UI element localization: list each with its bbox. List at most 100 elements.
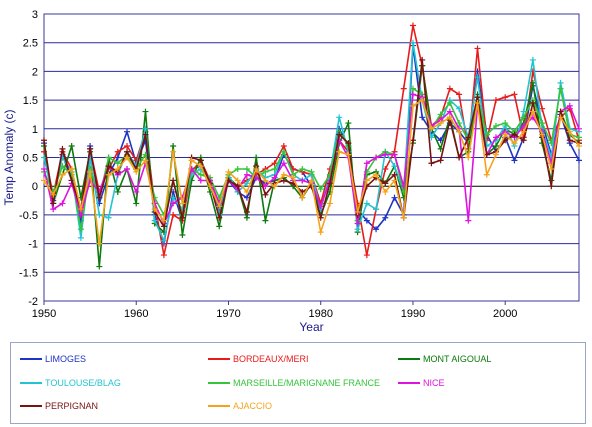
data-point <box>354 220 361 227</box>
data-point <box>114 148 121 155</box>
data-point <box>77 206 84 213</box>
legend-swatch <box>398 358 420 360</box>
data-point <box>437 157 444 164</box>
data-point <box>41 165 47 172</box>
data-point <box>197 171 204 178</box>
data-point <box>96 194 103 201</box>
data-point <box>557 85 564 92</box>
data-point <box>409 102 416 109</box>
y-tick-label: 0 <box>32 181 38 193</box>
data-point <box>400 214 407 221</box>
data-point <box>511 140 518 147</box>
data-point <box>77 234 84 241</box>
data-point <box>170 194 177 201</box>
data-point <box>557 79 564 86</box>
data-point <box>280 148 287 155</box>
data-point <box>456 105 463 112</box>
y-tick-label: 3 <box>32 9 38 21</box>
data-point <box>456 120 463 127</box>
data-point <box>124 154 131 161</box>
data-point <box>336 131 343 138</box>
data-point <box>539 131 546 138</box>
data-point <box>197 163 204 170</box>
data-point <box>317 186 324 193</box>
data-point <box>446 114 453 121</box>
data-point <box>474 45 481 52</box>
data-point <box>354 226 361 233</box>
data-point <box>326 180 333 187</box>
data-point <box>59 163 66 170</box>
y-tick-label: 1.5 <box>23 95 38 107</box>
data-point <box>280 177 287 184</box>
data-point <box>492 134 499 141</box>
data-point <box>529 56 536 63</box>
data-point <box>96 211 103 218</box>
data-point <box>262 177 269 184</box>
legend-swatch <box>398 382 420 384</box>
data-point <box>363 217 370 224</box>
data-point <box>566 102 573 109</box>
data-point <box>492 97 499 104</box>
data-point <box>170 148 177 155</box>
legend-swatch <box>20 358 42 360</box>
data-point <box>511 157 518 164</box>
data-point <box>59 145 66 152</box>
data-point <box>41 177 47 184</box>
data-point <box>124 165 131 172</box>
data-point <box>197 177 204 184</box>
data-point <box>363 177 370 184</box>
data-point <box>363 252 370 259</box>
data-point <box>243 194 250 201</box>
data-point <box>262 191 269 198</box>
data-point <box>492 143 499 150</box>
data-point <box>105 214 112 221</box>
x-tick-label: 1980 <box>308 308 332 320</box>
y-tick-label: 2.5 <box>23 38 38 50</box>
data-point <box>299 177 306 184</box>
data-point <box>548 140 555 147</box>
data-point <box>124 148 131 155</box>
data-point <box>409 137 416 144</box>
data-point <box>391 171 398 178</box>
data-point <box>114 160 121 167</box>
x-axis-label: Year <box>299 320 323 334</box>
data-point <box>502 131 509 138</box>
data-point <box>234 177 241 184</box>
data-point <box>465 134 472 141</box>
data-point <box>170 177 177 184</box>
data-point <box>520 108 527 115</box>
data-point <box>576 143 582 150</box>
data-point <box>308 177 315 184</box>
data-point <box>243 188 250 195</box>
y-tick-label: -2 <box>28 296 38 308</box>
data-point <box>465 154 472 161</box>
data-point <box>456 91 463 98</box>
data-point <box>576 125 582 132</box>
data-point <box>216 214 223 221</box>
data-point <box>456 154 463 161</box>
data-point <box>345 151 352 158</box>
data-point <box>133 188 140 195</box>
data-point <box>105 154 112 161</box>
data-point <box>428 160 435 167</box>
data-point <box>409 22 416 29</box>
legend-label: MARSEILLE/MARIGNANE FRANCE <box>233 378 381 388</box>
data-point <box>529 108 536 115</box>
data-point <box>446 99 453 106</box>
data-point <box>96 240 103 247</box>
data-point <box>483 131 490 138</box>
data-point <box>511 131 518 138</box>
data-point <box>133 168 140 175</box>
data-point <box>474 94 481 101</box>
data-point <box>576 157 582 164</box>
data-point <box>142 131 149 138</box>
data-point <box>234 183 241 190</box>
data-point <box>373 171 380 178</box>
data-point <box>124 128 131 135</box>
data-point <box>170 200 177 207</box>
data-point <box>566 128 573 135</box>
data-point <box>50 191 57 198</box>
data-point <box>299 165 306 172</box>
data-point <box>243 171 250 178</box>
data-point <box>308 168 315 175</box>
